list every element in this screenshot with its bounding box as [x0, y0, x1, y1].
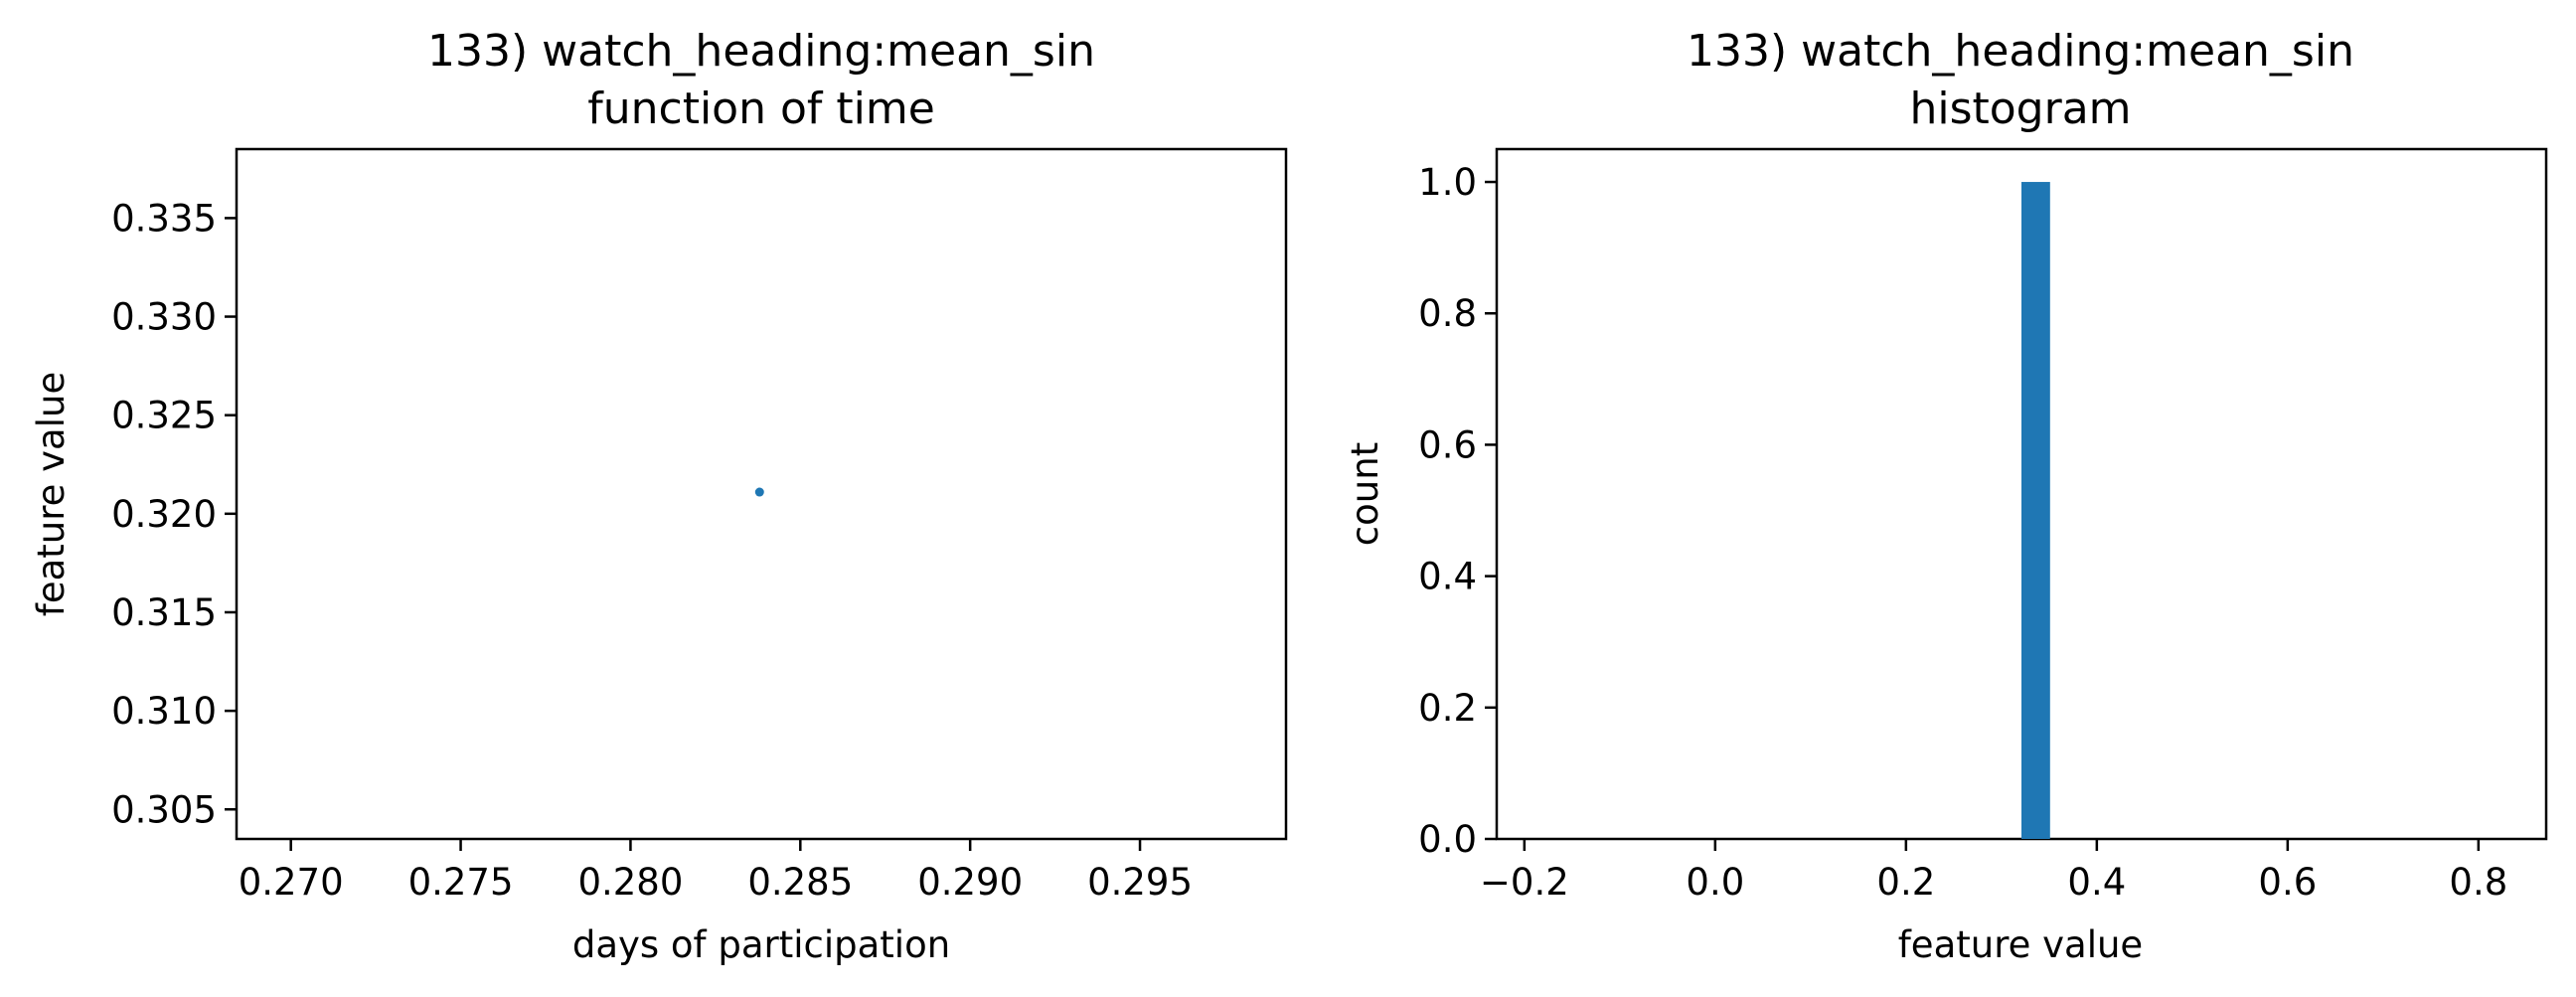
histogram-x-ticks: −0.2 0.0 0.2 0.4 0.6 0.8 — [1480, 839, 2507, 904]
time-series-x-tick-label: 0.280 — [577, 861, 683, 904]
time-series-panel: 133) watch_heading:mean_sin function of … — [30, 26, 1288, 966]
histogram-x-tick-label: 0.6 — [2258, 861, 2317, 904]
time-series-y-tick-label: 0.335 — [111, 197, 217, 240]
histogram-y-tick-label: 0.2 — [1418, 687, 1477, 730]
histogram-bars — [2021, 182, 2050, 840]
time-series-x-tick-label: 0.285 — [747, 861, 853, 904]
scatter-point — [754, 487, 764, 497]
histogram-title-line1: 133) watch_heading:mean_sin — [1687, 26, 2354, 77]
time-series-y-tick-label: 0.330 — [111, 296, 217, 339]
time-series-y-tick-label: 0.315 — [111, 591, 217, 634]
histogram-y-tick-label: 1.0 — [1418, 161, 1477, 204]
time-series-x-tick-label: 0.295 — [1087, 861, 1193, 904]
time-series-y-tick-label: 0.320 — [111, 493, 217, 536]
time-series-x-tick-label: 0.275 — [408, 861, 514, 904]
histogram-x-tick-label: 0.4 — [2067, 861, 2126, 904]
histogram-y-tick-label: 0.0 — [1418, 818, 1477, 861]
histogram-bar — [2021, 182, 2050, 840]
histogram-x-tick-label: 0.2 — [1876, 861, 1935, 904]
histogram-y-axis-label: count — [1344, 442, 1386, 546]
time-series-x-axis-label: days of participation — [572, 923, 950, 966]
time-series-y-ticks: 0.305 0.310 0.315 0.320 0.325 0.330 0.335 — [111, 197, 237, 831]
time-series-y-tick-label: 0.310 — [111, 690, 217, 733]
time-series-x-ticks: 0.270 0.275 0.280 0.285 0.290 0.295 — [239, 839, 1193, 904]
histogram-x-axis-label: feature value — [1898, 923, 2143, 966]
time-series-title-line1: 133) watch_heading:mean_sin — [427, 26, 1095, 77]
histogram-x-tick-label: 0.8 — [2449, 861, 2507, 904]
histogram-y-tick-label: 0.8 — [1418, 292, 1477, 335]
histogram-panel: 133) watch_heading:mean_sin histogram −0… — [1344, 26, 2548, 966]
histogram-x-tick-label: −0.2 — [1480, 861, 1569, 904]
time-series-plot-area — [235, 147, 1288, 841]
histogram-y-tick-label: 0.6 — [1418, 423, 1477, 466]
time-series-points — [754, 487, 764, 497]
time-series-title-line2: function of time — [587, 83, 935, 134]
time-series-y-axis-label: feature value — [30, 372, 73, 616]
time-series-x-tick-label: 0.270 — [239, 861, 344, 904]
histogram-y-tick-label: 0.4 — [1418, 556, 1477, 598]
histogram-y-ticks: 0.0 0.2 0.4 0.6 0.8 1.0 — [1418, 161, 1497, 861]
time-series-y-tick-label: 0.325 — [111, 395, 217, 437]
histogram-title-line2: histogram — [1909, 83, 2131, 134]
histogram-x-tick-label: 0.0 — [1686, 861, 1744, 904]
time-series-y-tick-label: 0.305 — [111, 788, 217, 831]
time-series-x-tick-label: 0.290 — [917, 861, 1023, 904]
